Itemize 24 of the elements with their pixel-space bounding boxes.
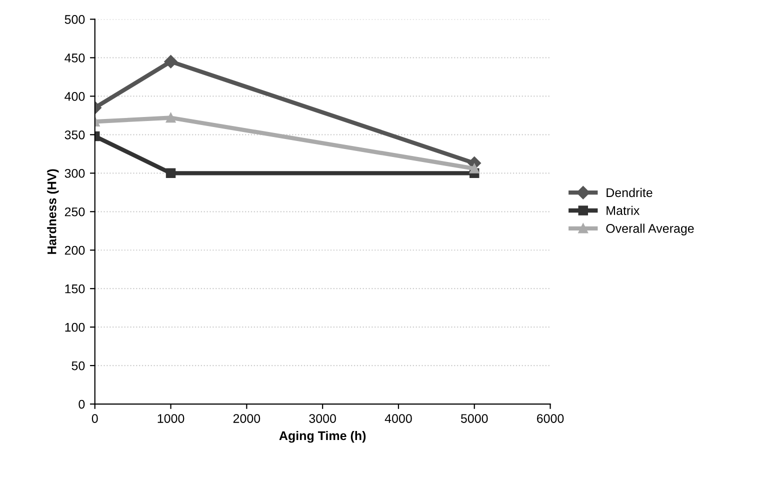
y-tick-label: 150 [65,284,85,294]
x-tick-label: 4000 [384,414,412,423]
x-axis-title: Aging Time (h) [279,430,366,443]
y-tick-label: 0 [78,400,85,409]
y-tick-label: 100 [65,322,85,332]
legend-label: Overall Average [606,224,694,236]
x-tick-label: 1000 [158,414,184,423]
y-tick-label: 200 [64,246,85,255]
y-tick-label: 250 [64,207,85,216]
x-tick-label: 2000 [233,414,260,423]
legend-label: Matrix [606,206,640,215]
y-tick-label: 400 [64,92,85,101]
x-tick-label: 6000 [537,414,564,423]
x-tick-label: 5000 [460,414,488,423]
y-tick-label: 500 [64,15,85,24]
x-tick-label: 0 [92,414,98,423]
y-tick-label: 300 [64,168,85,178]
point [470,164,480,174]
y-axis-title: Hardness (HV) [47,169,59,254]
y-tick-label: 450 [64,54,85,62]
y-tick-label: 350 [64,130,85,140]
x-tick-label: 3000 [309,414,336,423]
legend-label: Dendrite [606,188,652,198]
y-tick-label: 50 [72,361,85,370]
